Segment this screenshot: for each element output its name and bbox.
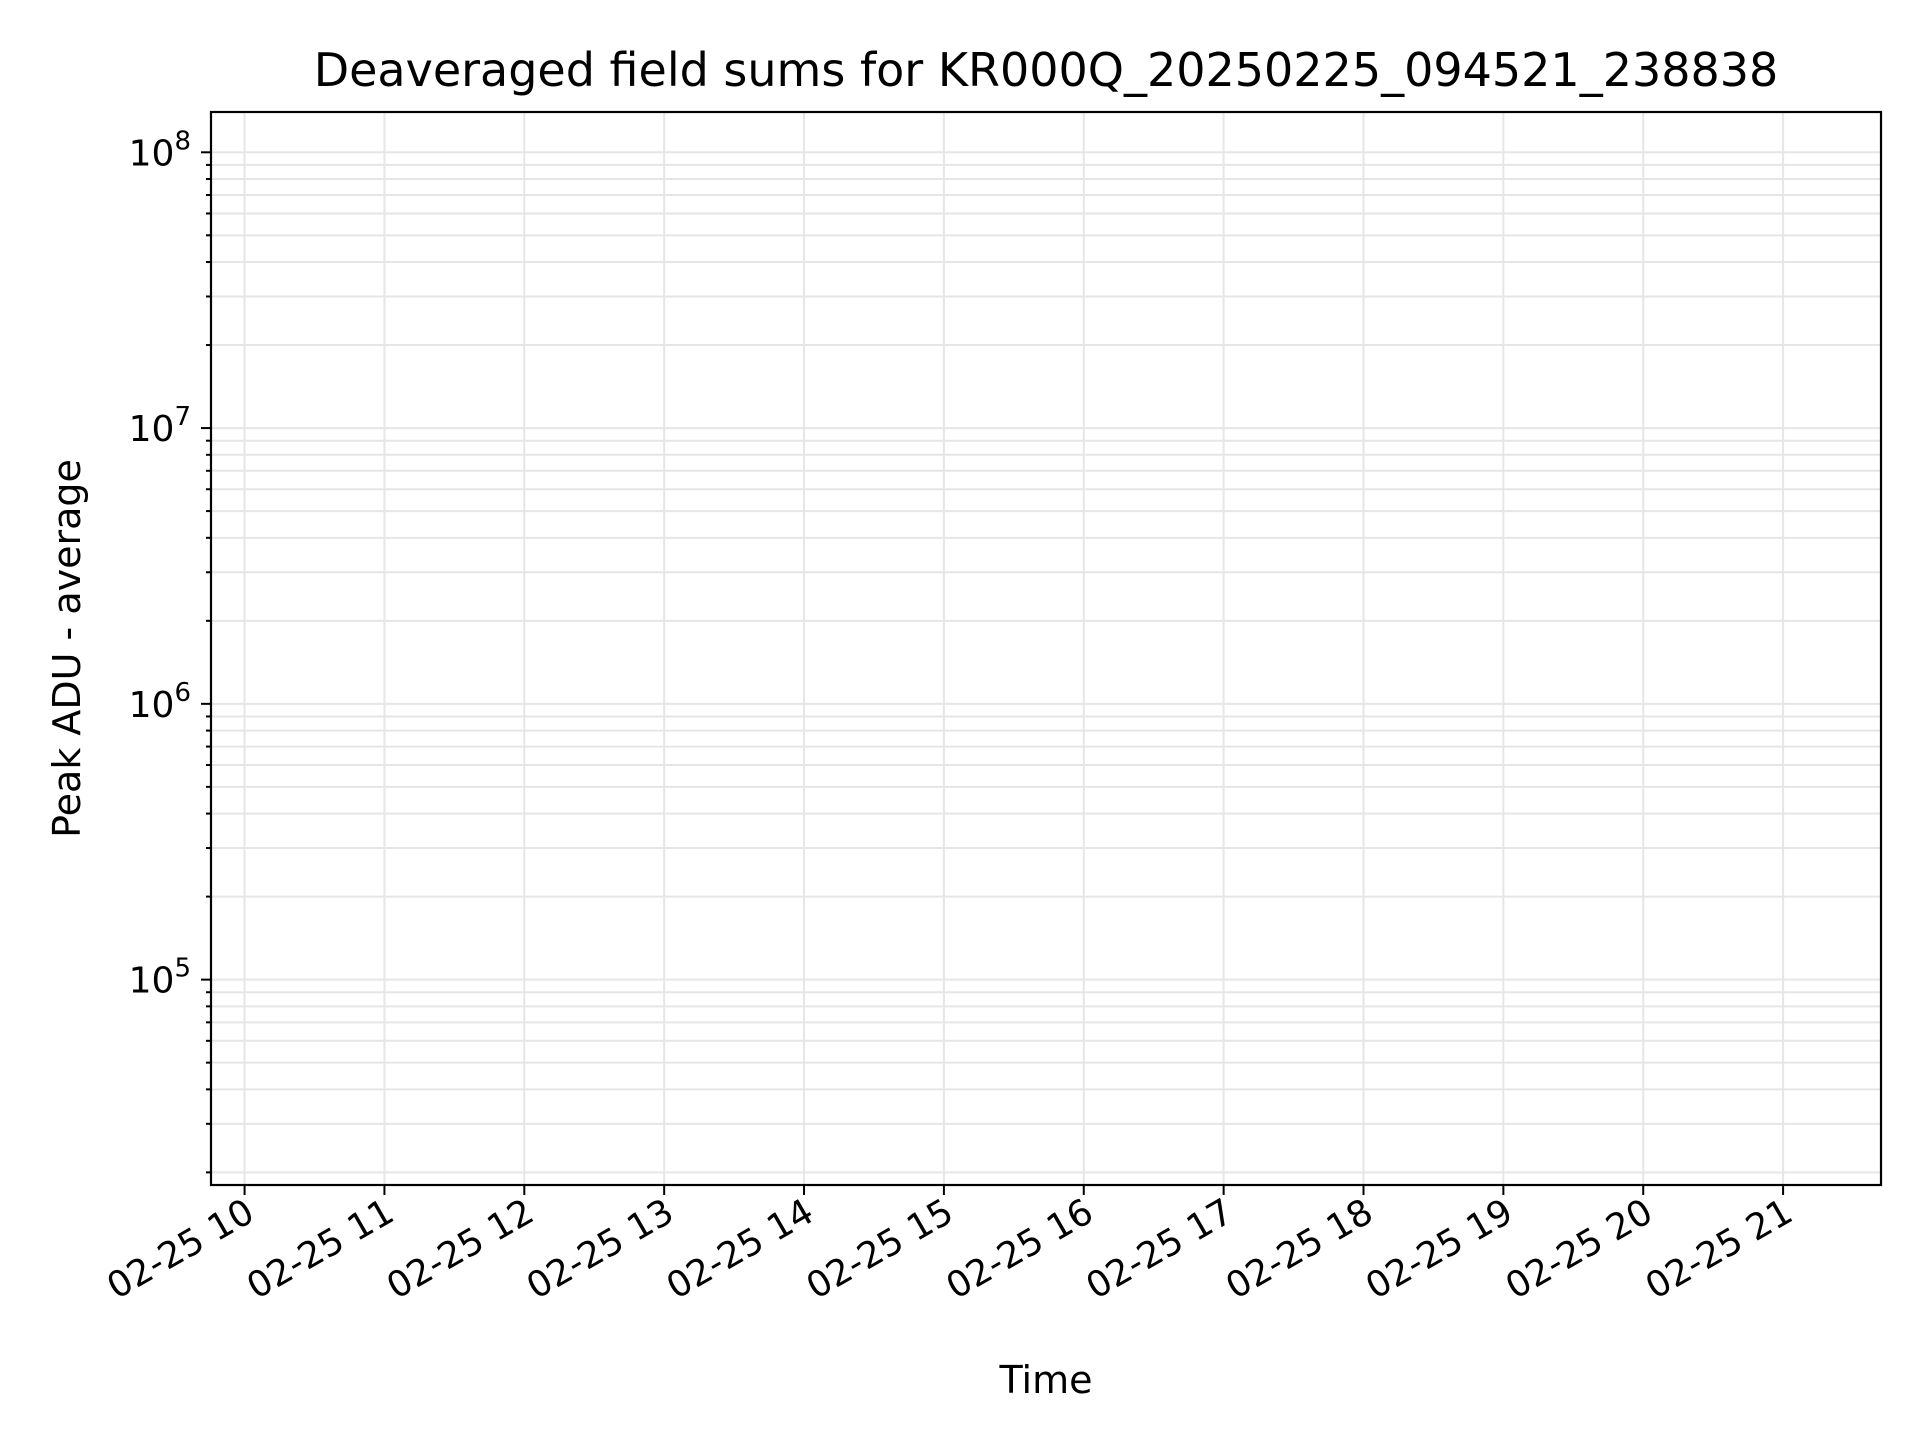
y-tick-label: 105 [129, 954, 191, 1002]
x-tick-label: 02-25 11 [240, 1191, 401, 1307]
grid-layer [211, 112, 1881, 1185]
x-tick-label: 02-25 21 [1639, 1191, 1800, 1307]
y-tick-label: 108 [129, 126, 191, 174]
x-tick-label: 02-25 12 [380, 1191, 541, 1307]
y-tick-label: 106 [129, 678, 191, 726]
x-tick-label: 02-25 14 [660, 1191, 821, 1307]
x-tick-label: 02-25 19 [1359, 1191, 1520, 1307]
y-tick-label: 107 [129, 402, 191, 450]
x-axis-label: Time [999, 1358, 1093, 1402]
x-tick-label: 02-25 18 [1219, 1191, 1380, 1307]
y-axis-label: Peak ADU - average [45, 459, 89, 838]
chart-title: Deaveraged field sums for KR000Q_2025022… [314, 43, 1779, 97]
x-tick-label: 02-25 16 [940, 1191, 1101, 1307]
x-tick-label: 02-25 17 [1079, 1191, 1240, 1307]
x-tick-label: 02-25 10 [100, 1191, 261, 1307]
x-tick-label: 02-25 20 [1499, 1191, 1660, 1307]
x-tick-label: 02-25 13 [520, 1191, 681, 1307]
plot-frame [209, 110, 1883, 1187]
x-tick-label: 02-25 15 [800, 1191, 961, 1307]
